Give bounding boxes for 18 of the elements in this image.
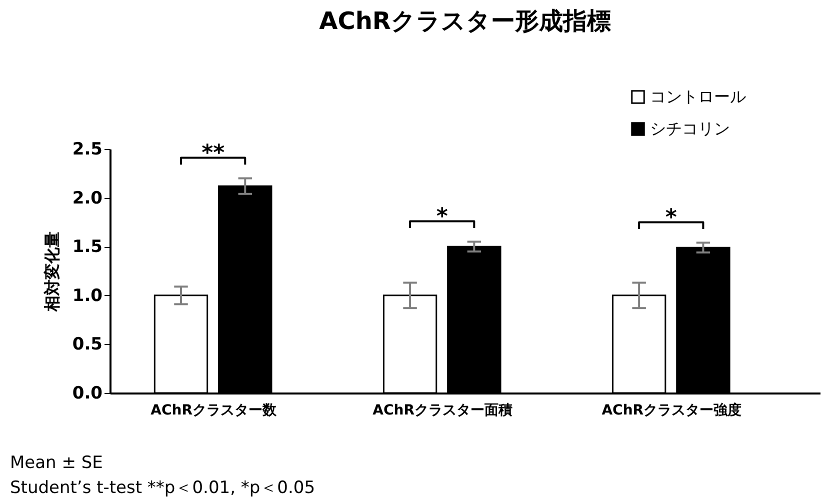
x-tick-label: AChRクラスター数 [150,402,278,418]
x-tick-label: AChRクラスター強度 [602,402,742,418]
text: Student’s t-test **p＜0.01, *p＜0.05 [10,478,316,498]
y-tick-label: 1.0 [72,286,103,306]
x-tick-label: AChRクラスター面積 [372,402,513,418]
annotation: ** [202,140,226,166]
annotation: * [665,205,678,230]
text: Mean ± SE [10,453,103,473]
annotation: * [436,204,448,230]
y-tick-label: 0.0 [72,384,103,404]
legend-label: コントロール [650,87,746,106]
chart-title: AChRクラスター形成指標 [319,7,611,35]
y-tick-label: 2.0 [72,188,103,208]
y-tick-label: 0.5 [72,334,102,355]
legend-label: シチコリン [650,119,730,138]
y-tick-label: 2.5 [72,140,102,160]
y-axis-title: 相対変化量 [42,232,62,312]
y-tick-label: 1.5 [72,237,102,258]
